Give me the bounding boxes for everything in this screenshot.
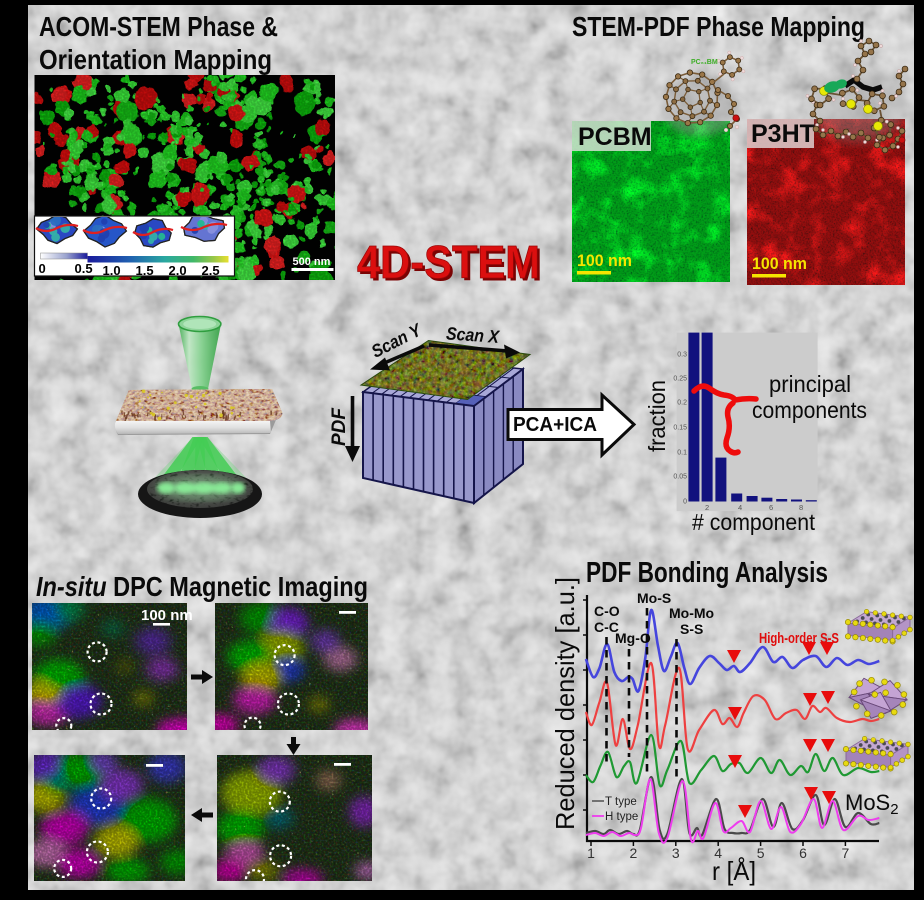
svg-text:Scan X: Scan X	[445, 323, 500, 347]
svg-text:2.5: 2.5	[202, 263, 220, 278]
svg-text:Mg-O: Mg-O	[615, 630, 651, 646]
svg-text:1: 1	[587, 845, 595, 861]
svg-text:6: 6	[799, 845, 807, 861]
svg-text:5: 5	[757, 845, 765, 861]
svg-text:H type: H type	[605, 811, 638, 823]
svg-text:principal: principal	[769, 371, 851, 397]
svg-text:0.3: 0.3	[677, 352, 687, 359]
svg-text:2: 2	[630, 845, 638, 861]
svg-text:Mo-Mo: Mo-Mo	[669, 605, 714, 621]
svg-text:2.0: 2.0	[169, 263, 187, 278]
svg-text:S-S: S-S	[680, 621, 703, 637]
svg-text:T type: T type	[605, 796, 637, 808]
svg-text:Reduced density [a.u.]: Reduced density [a.u.]	[550, 577, 580, 830]
svg-text:1.5: 1.5	[136, 263, 154, 278]
svg-text:STEM-PDF Phase Mapping: STEM-PDF Phase Mapping	[572, 11, 865, 42]
svg-text:7: 7	[842, 845, 850, 861]
svg-text:P3HT: P3HT	[751, 120, 815, 148]
svg-text:4: 4	[714, 845, 722, 861]
svg-text:PCA+ICA: PCA+ICA	[513, 414, 597, 436]
svg-text:0.5: 0.5	[75, 261, 93, 276]
svg-text:4D-STEM: 4D-STEM	[357, 236, 540, 288]
svg-text:8: 8	[799, 503, 803, 512]
svg-text:0.2: 0.2	[677, 400, 687, 407]
svg-text:Mo-S: Mo-S	[637, 590, 671, 606]
svg-text:PDF Bonding Analysis: PDF Bonding Analysis	[586, 557, 828, 589]
svg-text:components: components	[752, 397, 867, 423]
svg-text:fraction: fraction	[644, 380, 670, 452]
svg-text:1.0: 1.0	[103, 263, 121, 278]
svg-text:ACOM-STEM Phase &: ACOM-STEM Phase &	[39, 11, 278, 42]
svg-text:6: 6	[769, 503, 773, 512]
svg-text:0: 0	[683, 499, 687, 506]
svg-text:# component: # component	[692, 509, 816, 535]
svg-text:0.25: 0.25	[673, 376, 687, 383]
svg-text:4D-STEM: 4D-STEM	[360, 239, 543, 291]
svg-text:PC₆₁BM: PC₆₁BM	[691, 59, 718, 66]
svg-text:Orientation Mapping: Orientation Mapping	[39, 44, 272, 75]
svg-text:C-O: C-O	[594, 603, 620, 619]
svg-text:r [Å]: r [Å]	[712, 856, 756, 886]
svg-text:500 nm: 500 nm	[293, 256, 331, 268]
svg-text:PDF: PDF	[329, 407, 350, 446]
svg-text:100 nm: 100 nm	[577, 251, 632, 270]
svg-text:4: 4	[738, 503, 742, 512]
svg-text:0.05: 0.05	[673, 474, 687, 481]
svg-text:2: 2	[705, 503, 709, 512]
svg-text:High-order S-S: High-order S-S	[759, 630, 839, 647]
svg-text:PCBM: PCBM	[578, 123, 652, 151]
svg-text:100 nm: 100 nm	[752, 254, 807, 273]
svg-text:In-situ DPC Magnetic Imaging: In-situ DPC Magnetic Imaging	[36, 571, 368, 602]
svg-text:0.15: 0.15	[673, 425, 687, 432]
svg-text:MoS2: MoS2	[845, 790, 899, 818]
svg-text:100 nm: 100 nm	[141, 607, 193, 624]
svg-text:3: 3	[672, 845, 680, 861]
svg-text:C-C: C-C	[594, 619, 619, 635]
svg-text:0: 0	[39, 261, 46, 276]
svg-text:0.1: 0.1	[677, 450, 687, 457]
